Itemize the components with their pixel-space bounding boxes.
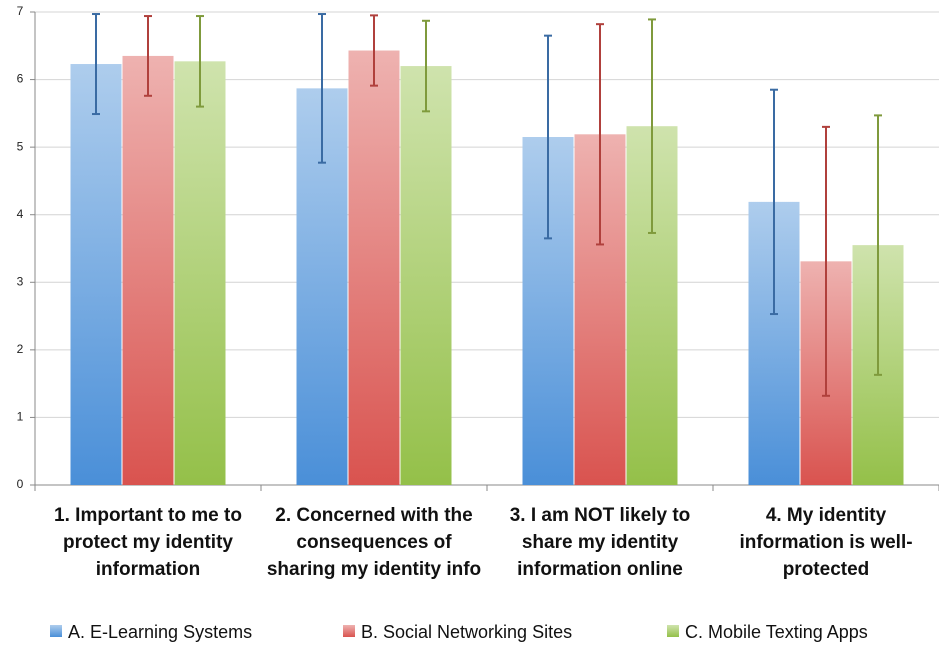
x-tick-label: 1. Important to me to protect my identit… (54, 505, 242, 580)
error-bar (874, 114, 882, 376)
error-bar (822, 125, 830, 397)
error-bar (422, 19, 430, 113)
legend-item: A. E-Learning Systems (50, 622, 252, 643)
bar (174, 61, 226, 485)
error-bar (370, 14, 378, 87)
x-tick-label: 3. I am NOT likely to share my identity … (509, 505, 691, 580)
error-bar (544, 34, 552, 240)
error-bar (196, 15, 204, 108)
bar (348, 50, 400, 485)
y-tick-label: 5 (17, 139, 24, 153)
y-tick-label: 7 (17, 4, 24, 18)
y-tick-label: 1 (17, 410, 24, 424)
y-tick-label: 4 (17, 207, 24, 221)
error-bar (92, 13, 100, 116)
chart: 0 1 2 3 4 5 6 7 (17, 4, 939, 491)
x-tick-label: 2. Concerned with the consequences of sh… (266, 505, 482, 580)
y-tick-label: 0 (17, 477, 24, 491)
legend-item: B. Social Networking Sites (343, 622, 572, 643)
error-bar (770, 88, 778, 316)
error-bar (648, 18, 656, 234)
y-tick-label: 3 (17, 274, 24, 288)
bar (122, 55, 174, 486)
x-tick-label: 4. My identity information is well-prote… (739, 505, 913, 580)
error-bar (318, 13, 326, 164)
legend-label: C. Mobile Texting Apps (685, 622, 868, 642)
y-tick-label: 2 (17, 342, 24, 356)
error-bar (144, 15, 152, 97)
legend-swatch (343, 625, 355, 638)
bar (400, 66, 452, 486)
legend-item: C. Mobile Texting Apps (667, 622, 868, 643)
error-bar (596, 23, 604, 246)
legend-label: A. E-Learning Systems (68, 622, 253, 642)
legend-swatch (667, 625, 679, 638)
bar (70, 64, 122, 485)
legend-swatch (50, 625, 62, 638)
legend-label: B. Social Networking Sites (361, 622, 573, 642)
y-tick-label: 6 (17, 72, 24, 86)
